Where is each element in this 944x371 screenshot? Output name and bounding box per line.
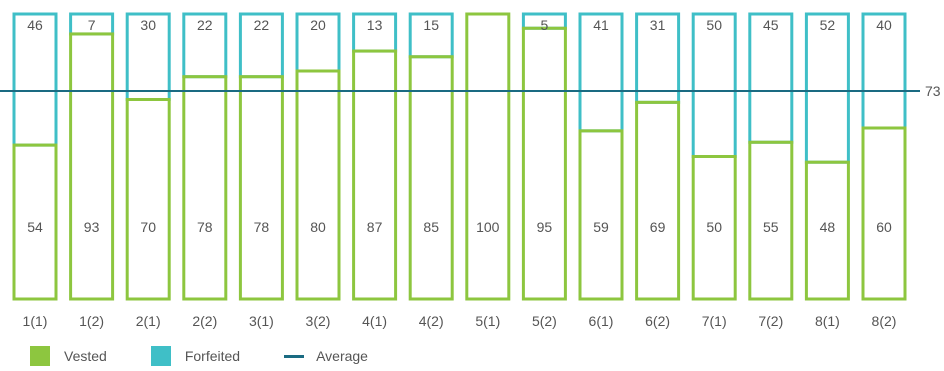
value-label-forfeited-4(1): 13: [367, 17, 383, 33]
x-tick-label-2(1): 2(1): [136, 313, 161, 329]
bar-vested-2(1): [125, 98, 171, 301]
x-tick-label-5(1): 5(1): [475, 313, 500, 329]
value-label-forfeited-5(2): 5: [541, 17, 549, 33]
value-label-forfeited-4(2): 15: [423, 17, 439, 33]
value-label-forfeited-1(1): 46: [27, 17, 43, 33]
x-tick-label-4(2): 4(2): [419, 313, 444, 329]
x-tick-label-5(2): 5(2): [532, 313, 557, 329]
bar-forfeited-7(1): [691, 12, 737, 158]
bar-vested-7(1): [691, 155, 737, 301]
x-tick-label-4(1): 4(1): [362, 313, 387, 329]
legend-item-forfeited: Forfeited: [150, 346, 241, 366]
legend-item-vested: Vested: [30, 346, 107, 366]
x-tick-label-2(2): 2(2): [192, 313, 217, 329]
value-label-forfeited-3(1): 22: [254, 17, 270, 33]
value-label-forfeited-1(2): 7: [88, 17, 96, 33]
value-label-forfeited-8(1): 52: [820, 17, 836, 33]
average-value-label: 73: [925, 83, 941, 99]
x-tick-label-3(2): 3(2): [306, 313, 331, 329]
value-label-vested-3(1): 78: [254, 219, 270, 235]
x-tick-label-8(2): 8(2): [872, 313, 897, 329]
legend-item-average: Average: [284, 348, 368, 364]
value-label-forfeited-2(1): 30: [140, 17, 156, 33]
bar-vested-1(1): [12, 143, 58, 301]
x-tick-label-6(1): 6(1): [589, 313, 614, 329]
value-labels-layer: 54 46 93 7 70 30 78 22 78 22 80 20 87 13 85 15 100 95 5 59 4…: [27, 17, 892, 235]
value-label-forfeited-2(2): 22: [197, 17, 213, 33]
x-tick-label-8(1): 8(1): [815, 313, 840, 329]
legend-label-forfeited: Forfeited: [184, 348, 241, 364]
value-label-forfeited-3(2): 20: [310, 17, 326, 33]
bar-vested-2(2): [182, 75, 228, 301]
value-label-vested-4(2): 85: [423, 219, 439, 235]
value-label-vested-2(1): 70: [140, 219, 156, 235]
x-tick-labels-layer: 1(1) 1(2) 2(1) 2(2) 3(1) 3(2) 4(1) 4(2) 5(1) 5(2)…: [23, 313, 897, 329]
value-label-forfeited-7(1): 50: [706, 17, 722, 33]
legend-label-average: Average: [316, 348, 368, 364]
bar-forfeited-8(1): [804, 12, 850, 164]
legend-swatch-average: [284, 354, 305, 358]
value-label-forfeited-8(2): 40: [876, 17, 892, 33]
value-label-vested-1(1): 54: [27, 219, 43, 235]
bar-vested-4(2): [408, 55, 454, 301]
bar-vested-4(1): [352, 49, 398, 301]
value-label-vested-1(2): 93: [84, 219, 100, 235]
legend-label-vested: Vested: [64, 348, 107, 364]
x-tick-label-3(1): 3(1): [249, 313, 274, 329]
stacked-bar-chart: 54 46 93 7 70 30 78 22 78 22 80 20 87 13 85 15 100 95 5 59 4…: [0, 12, 941, 329]
bar-vested-5(1): [465, 12, 511, 301]
value-label-vested-6(1): 59: [593, 219, 609, 235]
value-label-vested-7(1): 50: [706, 219, 722, 235]
value-label-vested-4(1): 87: [367, 219, 383, 235]
value-label-vested-2(2): 78: [197, 219, 213, 235]
x-tick-label-1(2): 1(2): [79, 313, 104, 329]
value-label-vested-8(2): 60: [876, 219, 892, 235]
value-label-vested-5(1): 100: [476, 219, 500, 235]
value-label-vested-7(2): 55: [763, 219, 779, 235]
legend: Vested Forfeited Average: [30, 346, 412, 366]
value-label-vested-3(2): 80: [310, 219, 326, 235]
bars-layer: [12, 12, 907, 301]
bar-vested-1(2): [69, 32, 115, 301]
bar-vested-8(2): [861, 126, 907, 301]
value-label-forfeited-7(2): 45: [763, 17, 779, 33]
bar-vested-3(2): [295, 69, 341, 301]
bar-forfeited-7(2): [748, 12, 794, 144]
legend-swatch-vested: [30, 346, 50, 366]
value-label-forfeited-6(2): 31: [650, 17, 666, 33]
bar-vested-8(1): [804, 160, 850, 301]
x-tick-label-7(2): 7(2): [758, 313, 783, 329]
bar-vested-3(1): [238, 75, 284, 301]
value-label-vested-8(1): 48: [820, 219, 836, 235]
legend-swatch-forfeited: [150, 346, 171, 366]
x-tick-label-1(1): 1(1): [23, 313, 48, 329]
x-tick-label-7(1): 7(1): [702, 313, 727, 329]
value-label-vested-5(2): 95: [537, 219, 553, 235]
bar-vested-6(1): [578, 129, 624, 301]
bar-vested-6(2): [635, 100, 681, 301]
value-label-forfeited-6(1): 41: [593, 17, 609, 33]
x-tick-label-6(2): 6(2): [645, 313, 670, 329]
bar-forfeited-1(1): [12, 12, 58, 147]
bar-vested-7(2): [748, 140, 794, 301]
bar-vested-5(2): [521, 26, 567, 301]
value-label-vested-6(2): 69: [650, 219, 666, 235]
